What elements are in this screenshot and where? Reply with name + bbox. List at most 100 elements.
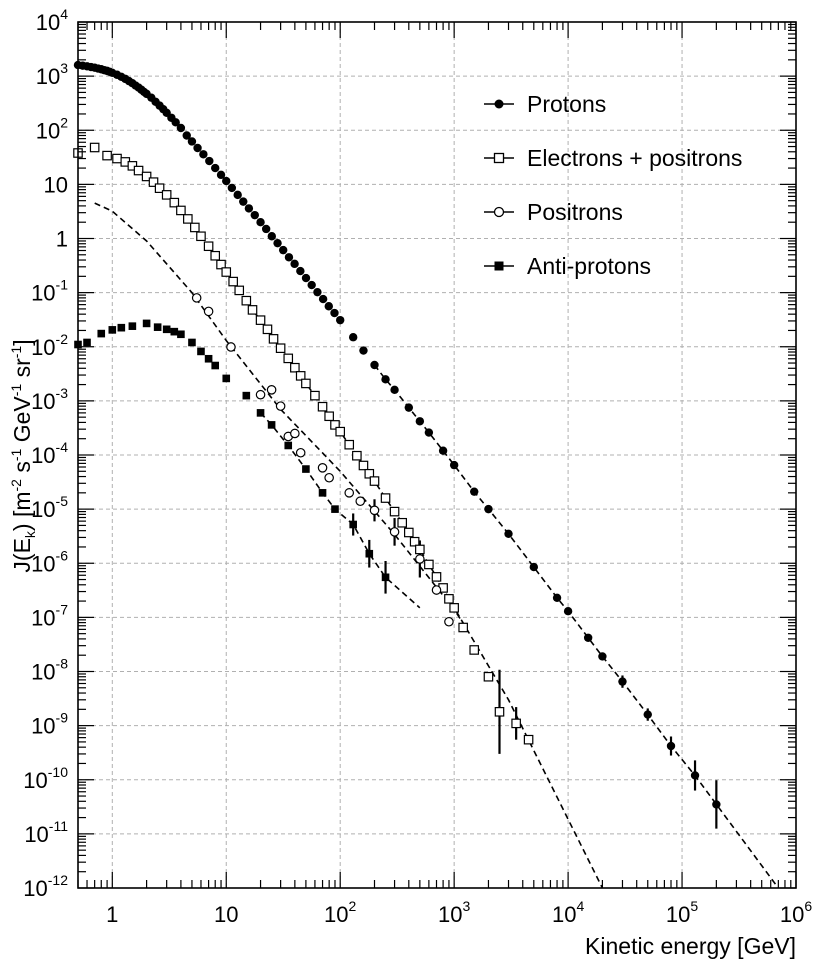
- fit-curves: [94, 202, 779, 889]
- electron-positron-point: [275, 343, 286, 354]
- positron-point: [191, 293, 202, 303]
- electron-positron-point: [389, 506, 400, 517]
- y-tick-label: 10-3: [31, 385, 68, 414]
- electron-positron-point: [169, 197, 180, 208]
- y-tick-label: 10-5: [31, 493, 68, 522]
- axis-ticks: [77, 21, 797, 889]
- y-tick-label: 104: [36, 6, 68, 35]
- proton-point: [318, 294, 328, 304]
- antiproton-point: [365, 549, 374, 558]
- proton-point: [176, 123, 186, 133]
- fit-curve: [94, 202, 468, 630]
- antiproton-point: [170, 327, 179, 336]
- proton-point: [267, 232, 276, 241]
- proton-point: [227, 183, 237, 193]
- electron-positron-point: [141, 171, 152, 182]
- positron-point: [444, 616, 454, 627]
- electron-positron-point: [196, 231, 206, 242]
- electron-positron-point: [330, 420, 340, 430]
- proton-point: [301, 273, 311, 283]
- electron-positron-point: [404, 527, 414, 538]
- legend-electrons-label: Electrons + positrons: [527, 145, 742, 171]
- proton-point: [324, 302, 333, 311]
- proton-point: [250, 210, 259, 220]
- proton-point: [233, 190, 242, 200]
- electron-positron-point: [324, 411, 334, 422]
- electron-positron-point: [424, 559, 434, 570]
- proton-point: [666, 741, 676, 751]
- x-tick-label: 104: [552, 898, 584, 927]
- proton-point: [449, 460, 459, 470]
- x-tick-label: 106: [780, 898, 812, 927]
- electron-positron-point: [154, 183, 165, 193]
- proton-point: [313, 287, 322, 297]
- antiproton-point: [108, 326, 117, 334]
- x-tick-label: 1: [106, 902, 118, 927]
- electron-positron-point: [511, 718, 521, 729]
- y-tick-label: 10-10: [23, 764, 68, 793]
- antiproton-point: [197, 347, 205, 356]
- proton-point: [563, 607, 573, 616]
- proton-point: [348, 333, 358, 342]
- fit-curve: [260, 412, 421, 609]
- proton-point: [261, 224, 271, 234]
- y-tick-label: 1: [56, 227, 68, 252]
- positron-point: [295, 447, 306, 458]
- positron-point: [355, 496, 366, 507]
- proton-point: [290, 259, 299, 269]
- legend-item-protons: Protons: [484, 91, 606, 117]
- antiproton-point: [83, 338, 91, 347]
- y-tick-label: 10-9: [31, 710, 68, 739]
- positron-point: [290, 428, 300, 439]
- proton-point: [256, 218, 265, 227]
- antiproton-point: [331, 505, 339, 513]
- electron-positron-point: [89, 142, 100, 153]
- y-tick-label: 10-11: [24, 818, 68, 847]
- electron-positron-point: [409, 536, 420, 547]
- y-tick-label: 102: [36, 114, 68, 143]
- positron-point: [226, 342, 236, 352]
- positron-point: [389, 527, 400, 537]
- legend-positrons-label: Positrons: [527, 199, 623, 225]
- positron-point: [203, 306, 214, 317]
- electron-positron-point: [317, 401, 328, 412]
- positron-point: [266, 385, 277, 395]
- data-points: [73, 60, 721, 809]
- electron-positron-point: [444, 594, 454, 604]
- proton-point: [307, 280, 316, 290]
- electron-positron-point: [216, 259, 226, 270]
- electron-positron-point: [494, 707, 505, 717]
- proton-point: [284, 253, 294, 262]
- legend-item-anti-protons: Anti-protons: [484, 253, 651, 279]
- electron-positron-point: [247, 305, 258, 315]
- electron-positron-point: [301, 378, 311, 389]
- electron-positron-point: [290, 362, 300, 373]
- electron-positron-point: [283, 353, 294, 364]
- proton-point: [239, 197, 248, 206]
- electron-positron-point: [369, 476, 380, 486]
- electron-positron-point: [102, 150, 112, 161]
- electron-positron-point: [483, 671, 494, 682]
- antiproton-point: [381, 573, 390, 582]
- proton-point: [438, 446, 448, 455]
- proton-point: [182, 131, 191, 140]
- electron-positron-point: [310, 390, 320, 401]
- antiproton-point: [256, 409, 265, 417]
- proton-point: [618, 677, 627, 686]
- proton-point: [199, 150, 208, 159]
- proton-point: [171, 118, 180, 127]
- legend-antiprotons-label: Anti-protons: [527, 253, 651, 279]
- electron-positron-point: [234, 285, 245, 296]
- y-tick-label: 10: [44, 172, 68, 197]
- positron-point: [275, 401, 286, 411]
- legend-item-positrons: Positrons: [484, 199, 623, 225]
- proton-point: [296, 266, 305, 276]
- proton-point: [424, 428, 434, 437]
- antiproton-point: [302, 465, 310, 473]
- proton-point: [193, 143, 202, 153]
- proton-point: [187, 137, 197, 146]
- positron-point: [415, 554, 425, 564]
- antiproton-point: [97, 329, 106, 338]
- antiproton-point: [318, 489, 327, 497]
- antiproton-point: [222, 374, 231, 383]
